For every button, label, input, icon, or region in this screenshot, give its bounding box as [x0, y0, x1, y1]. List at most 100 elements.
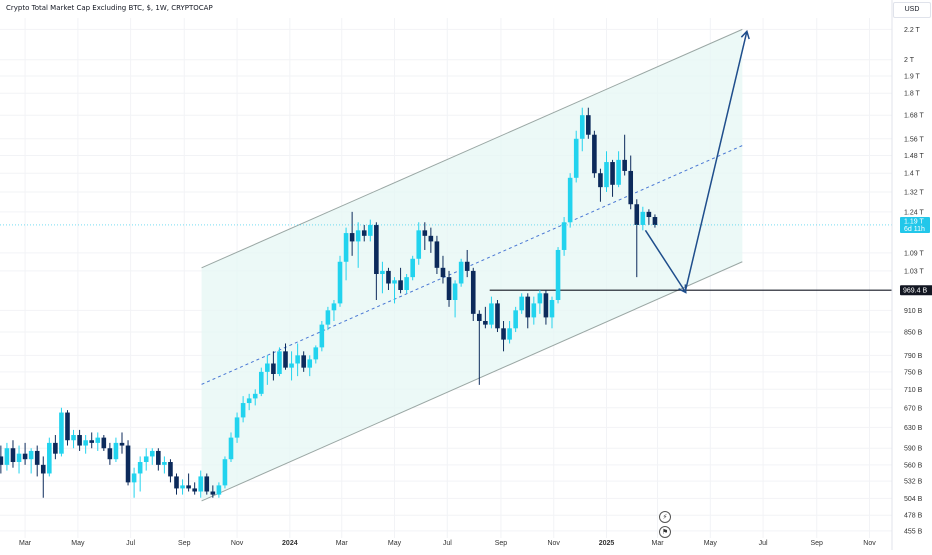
candle-body: [604, 162, 609, 188]
candle-body: [53, 442, 58, 454]
x-tick-label: Sep: [178, 540, 191, 547]
candle: [398, 267, 403, 294]
price-badge-countdown: 6d 11h: [904, 226, 925, 233]
candle: [573, 130, 579, 183]
candle: [162, 456, 167, 474]
x-tick-label: Nov: [863, 540, 876, 547]
candle-body: [10, 448, 16, 463]
y-tick-label: 1.9 T: [904, 74, 921, 81]
candle: [604, 151, 609, 192]
candle-body: [258, 371, 264, 394]
candle-body: [198, 476, 204, 492]
candle: [507, 320, 512, 344]
candle: [386, 267, 391, 291]
x-tick-label: May: [704, 540, 718, 547]
candle-body: [440, 267, 446, 278]
candle: [646, 209, 652, 225]
candle-body: [119, 442, 125, 446]
candle-body: [143, 456, 149, 463]
candle-body: [283, 351, 288, 368]
candle-body: [567, 177, 573, 223]
candle-body: [137, 462, 143, 474]
candle: [361, 224, 367, 242]
y-tick-label: 504 B: [904, 496, 923, 503]
candle-body: [204, 476, 210, 492]
candle: [501, 320, 506, 352]
candle-body: [47, 442, 52, 474]
x-tick-label: Mar: [19, 540, 32, 547]
candle: [83, 435, 88, 454]
candle-body: [616, 159, 621, 185]
x-tick-label: Jul: [126, 540, 135, 547]
candle-body: [289, 363, 294, 368]
candle-body: [355, 230, 361, 242]
candle-body: [501, 328, 506, 340]
candle-body: [107, 448, 113, 460]
channel-upper-line: [201, 28, 743, 269]
candle-body: [101, 437, 107, 449]
candle-body: [398, 280, 403, 291]
candle-body: [71, 435, 76, 441]
candle: [240, 396, 246, 423]
candle-body: [622, 159, 627, 171]
candle: [168, 459, 173, 483]
currency-button[interactable]: USD: [893, 2, 931, 18]
candle: [0, 445, 4, 474]
candle: [561, 217, 567, 256]
candle-body: [162, 462, 167, 465]
candle: [428, 227, 434, 253]
y-tick-label: 1.03 T: [904, 268, 924, 275]
candle: [586, 107, 591, 139]
candle: [65, 410, 70, 446]
y-tick-label: 1.68 T: [904, 113, 924, 120]
x-tick-label: 2024: [282, 540, 298, 547]
candle: [628, 155, 634, 210]
candle: [149, 448, 155, 465]
price-badge: [900, 216, 930, 233]
candle: [434, 235, 440, 275]
y-tick-label: 630 B: [904, 425, 923, 432]
candle: [640, 206, 646, 231]
candle-body: [428, 235, 434, 242]
candle-body: [252, 393, 258, 399]
candle: [22, 442, 28, 465]
candle-body: [234, 417, 240, 438]
candle-body: [89, 440, 95, 443]
candle-body: [561, 222, 567, 250]
time-axis[interactable]: Mar May Jul Sep Nov 2024 Mar May Jul Sep Nov 2025 Ma…: [19, 540, 876, 547]
price-axis[interactable]: 455 B 478 B 504 B 532 B 560 B 590 B 630 B 670 B…: [891, 0, 932, 550]
candle: [174, 473, 179, 495]
candle: [258, 367, 264, 397]
candle-body: [483, 320, 488, 325]
candle: [416, 222, 422, 265]
candle: [283, 343, 288, 370]
candle-body: [192, 488, 197, 492]
candle: [634, 199, 640, 278]
candle-body: [22, 453, 28, 460]
compass-icon[interactable]: ⚡: [659, 511, 671, 523]
candle-body: [513, 310, 518, 329]
candle-body: [34, 450, 40, 465]
candle-body: [16, 453, 22, 463]
candle: [265, 355, 270, 385]
candle-body: [410, 258, 415, 278]
candle: [119, 432, 125, 454]
candle-body: [598, 173, 603, 188]
candle-body: [325, 310, 331, 325]
candle-body: [28, 450, 34, 460]
y-tick-label: 2 T: [904, 57, 915, 64]
candle: [101, 435, 107, 451]
candle-body: [246, 398, 252, 404]
candle: [34, 445, 40, 477]
y-tick-label: 670 B: [904, 405, 923, 412]
candle: [301, 351, 306, 372]
candle-body: [495, 303, 500, 329]
projection-arrow: [644, 229, 687, 294]
y-tick-label: 478 B: [904, 513, 923, 520]
candle: [410, 255, 415, 281]
y-tick-label: 560 B: [904, 462, 923, 469]
candle: [180, 479, 185, 495]
flag-icon[interactable]: ⚑: [659, 526, 671, 538]
